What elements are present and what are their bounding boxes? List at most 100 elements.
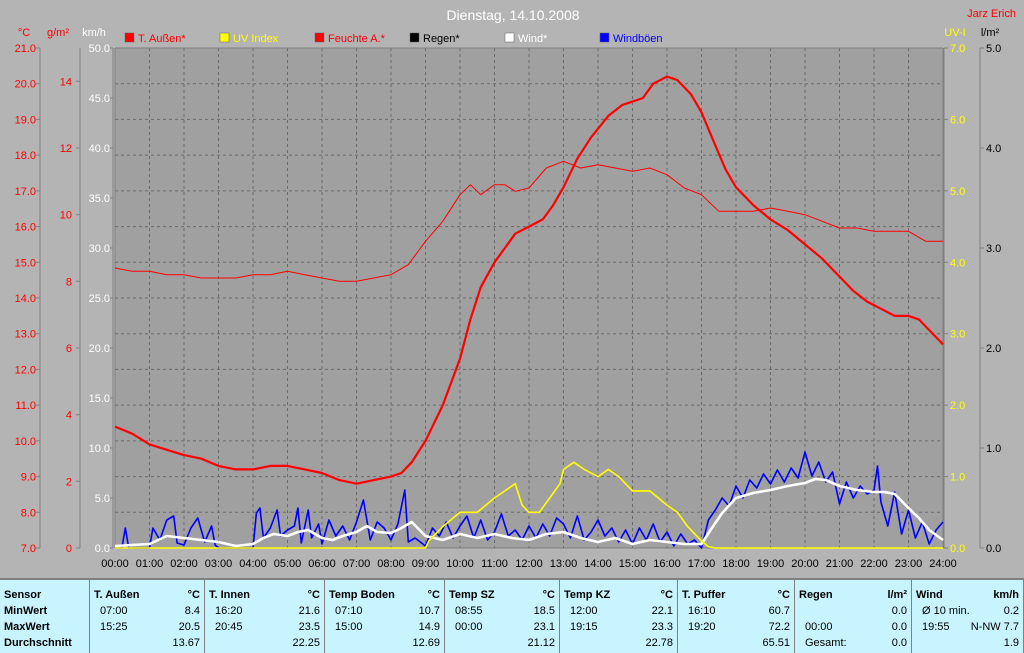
sensor-name-value: °C <box>427 589 440 601</box>
sensor-name: T. Außen °C <box>94 588 200 603</box>
avg-row: 65.51 <box>682 636 790 651</box>
temp-tick-label: 20.0 <box>15 79 36 91</box>
avg-row-value: 22.25 <box>292 637 320 649</box>
avg-row: 1.9 <box>916 636 1019 651</box>
temp-tick-label: 7.0 <box>21 543 36 555</box>
humidity-axis-unit: g/m² <box>47 27 69 39</box>
wind-axis-unit: km/h <box>82 27 106 39</box>
temp-tick-label: 12.0 <box>15 364 36 376</box>
max-row-label: 19:55 <box>922 621 950 633</box>
min-row-label: 16:20 <box>215 605 243 617</box>
stats-column: T. Puffer °C 16:10 60.7 19:20 72.2 65.51 <box>678 580 795 653</box>
min-row-label: 12:00 <box>570 605 598 617</box>
humidity-tick-label: 0 <box>66 543 72 555</box>
humidity-tick-label: 2 <box>66 476 72 488</box>
weather-chart: Dienstag, 14.10.2008 Jarz Erich 00:00 01:… <box>14 7 1016 570</box>
wind-tick-label: 50.0 <box>89 43 110 55</box>
x-tick-label: 24:00 <box>929 558 957 570</box>
x-tick-label: 03:00 <box>205 558 233 570</box>
x-tick-label: 22:00 <box>860 558 888 570</box>
avg-row-label: Gesamt: <box>805 637 847 649</box>
max-row-label: 00:00 <box>805 621 833 633</box>
x-tick-label: 20:00 <box>791 558 819 570</box>
sensor-name-label: Temp Boden <box>329 589 395 601</box>
statistics-panel: Sensor MinWert MaxWert Durchschnitt T. A… <box>0 578 1024 653</box>
avg-row: Gesamt: 0.0 <box>799 636 907 651</box>
wind-tick-label: 25.0 <box>89 293 110 305</box>
uv-tick-label: 1.0 <box>950 472 965 484</box>
min-row-value: 22.1 <box>651 605 673 617</box>
series-line <box>114 477 944 548</box>
legend-label: Wind* <box>518 33 548 45</box>
legend: T. Außen* UV Index Feuchte A.* Regen* Wind* W… <box>124 32 663 45</box>
min-row: Ø 10 min. 0.2 <box>916 604 1019 619</box>
series-line <box>115 451 944 549</box>
avg-row-value: 22.78 <box>645 637 673 649</box>
uv-tick-label: 4.0 <box>950 257 965 269</box>
chart-title: Dienstag, 14.10.2008 <box>446 7 579 23</box>
temp-tick-label: 15.0 <box>15 257 36 269</box>
max-row-value: 23.3 <box>651 621 673 633</box>
min-row-value: 18.5 <box>533 605 555 617</box>
stats-column: T. Innen °C 16:20 21.6 20:45 23.5 22.25 <box>205 580 325 653</box>
sensor-header: Sensor <box>4 589 42 601</box>
max-row-value: N-NW 7.7 <box>970 621 1019 633</box>
uv-tick-label: 6.0 <box>950 114 965 126</box>
rain-tick-label: 4.0 <box>986 143 1001 155</box>
series-group <box>114 75 944 549</box>
sensor-name-label: Temp KZ <box>564 589 611 601</box>
sensor-name-value: km/h <box>993 589 1019 601</box>
wind-tick-label: 35.0 <box>89 193 110 205</box>
rain-tick-label: 0.0 <box>986 543 1001 555</box>
x-tick-label: 18:00 <box>722 558 750 570</box>
avg-row: 22.25 <box>209 636 320 651</box>
max-row-value: 23.5 <box>298 621 320 633</box>
wind-tick-label: 15.0 <box>89 393 110 405</box>
sensor-name-value: °C <box>307 589 320 601</box>
wind-tick-label: 10.0 <box>89 443 110 455</box>
sensor-name-value: °C <box>660 589 673 601</box>
x-tick-label: 07:00 <box>343 558 371 570</box>
humidity-tick-label: 14 <box>60 76 72 88</box>
temp-axis-unit: °C <box>18 27 30 39</box>
uv-tick-label: 5.0 <box>950 186 965 198</box>
temp-tick-label: 9.0 <box>21 472 36 484</box>
chart-author: Jarz Erich <box>967 8 1016 20</box>
sensor-name: Regen l/m² <box>799 588 907 603</box>
temp-tick-label: 8.0 <box>21 507 36 519</box>
sensor-name: T. Puffer °C <box>682 588 790 603</box>
rain-tick-label: 5.0 <box>986 43 1001 55</box>
series-line <box>114 160 943 282</box>
legend-label: T. Außen* <box>138 33 186 45</box>
rain-tick-label: 2.0 <box>986 343 1001 355</box>
min-row-label: 07:00 <box>100 605 128 617</box>
x-tick-label: 02:00 <box>170 558 198 570</box>
avg-row-value: 1.9 <box>1003 637 1019 649</box>
max-label: MaxWert <box>4 621 50 633</box>
max-row-label: 00:00 <box>455 621 483 633</box>
x-tick-label: 11:00 <box>481 558 508 570</box>
wind-tick-label: 0.0 <box>95 543 110 555</box>
sensor-name-label: T. Puffer <box>682 589 726 601</box>
sensor-name: Wind km/h <box>916 588 1019 603</box>
legend-swatch <box>409 32 420 43</box>
wind-tick-label: 5.0 <box>95 493 110 505</box>
x-tick-label: 14:00 <box>584 558 612 570</box>
rain-tick-label: 3.0 <box>986 243 1001 255</box>
legend-label: Windböen <box>613 33 663 45</box>
sensor-name: T. Innen °C <box>209 588 320 603</box>
humidity-tick-label: 4 <box>66 410 72 422</box>
temp-tick-label: 16.0 <box>15 222 36 234</box>
uv-tick-label: 0.0 <box>950 543 965 555</box>
sensor-name: Temp Boden °C <box>329 588 440 603</box>
min-row-value: 21.6 <box>298 605 320 617</box>
max-row-value: 20.5 <box>178 621 200 633</box>
avg-row-value: 13.67 <box>172 637 200 649</box>
sensor-label-column: Sensor MinWert MaxWert Durchschnitt <box>0 580 90 653</box>
temp-tick-label: 17.0 <box>15 186 36 198</box>
avg-row-value: 21.12 <box>527 637 555 649</box>
min-row-label: 16:10 <box>688 605 716 617</box>
stats-column: Wind km/h Ø 10 min. 0.2 19:55 N-NW 7.7 1.9 <box>912 580 1024 653</box>
max-row-value: 14.9 <box>418 621 440 633</box>
humidity-tick-label: 10 <box>60 210 72 222</box>
